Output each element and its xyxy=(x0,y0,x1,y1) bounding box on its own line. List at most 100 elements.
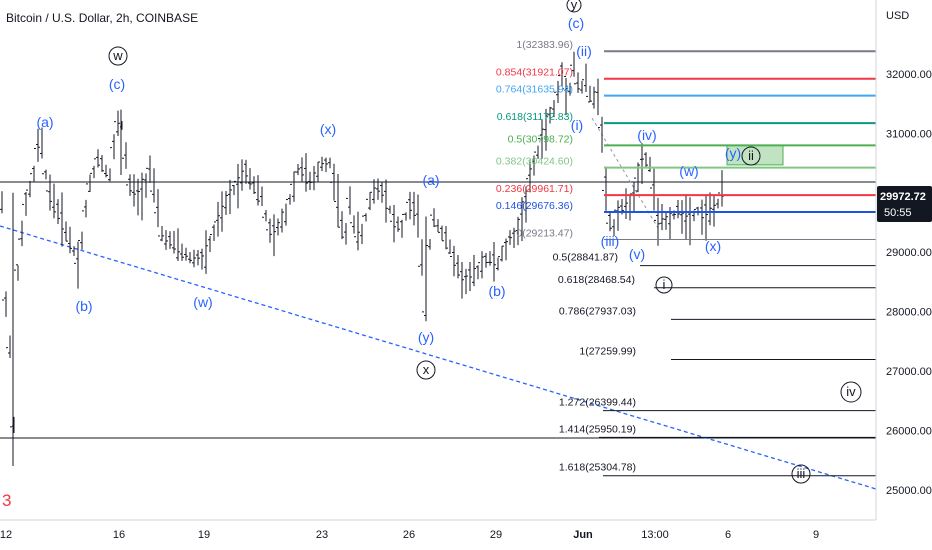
price-bar xyxy=(356,211,360,251)
price-bar xyxy=(316,161,320,183)
x-tick-label: 16 xyxy=(113,529,125,541)
price-bar xyxy=(420,239,424,313)
fib-retracement: 1(32383.96) 0.854(31921.07) 0.764(31635.94… xyxy=(496,39,876,241)
circled-label: iv xyxy=(840,381,862,403)
price-bar xyxy=(184,247,188,261)
price-bar xyxy=(16,238,20,281)
fib-label: 0(29213.47) xyxy=(516,228,573,240)
price-bar xyxy=(80,210,84,250)
price-bar xyxy=(472,254,476,287)
price-bar xyxy=(88,172,92,192)
corner-label: 3 xyxy=(2,491,11,510)
price-bar xyxy=(72,246,76,264)
price-bar xyxy=(332,163,336,202)
price-bar xyxy=(144,167,148,198)
price-bar xyxy=(196,249,200,266)
circled-label-text: x xyxy=(423,362,430,377)
x-tick-label: 23 xyxy=(316,529,328,541)
circled-label-text: ii xyxy=(748,148,754,163)
price-bar xyxy=(24,189,28,216)
x-tick-label: Jun xyxy=(573,529,593,541)
price-bar xyxy=(624,188,628,219)
wave-label: (iii) xyxy=(601,233,620,249)
price-bar xyxy=(352,215,356,238)
price-bar xyxy=(176,228,180,261)
projection-label: 0.5(28841.87) xyxy=(553,252,618,264)
fib-label: 0.618(31172.83) xyxy=(497,111,573,123)
fib-label: 0.764(31635.94) xyxy=(496,84,573,96)
price-bar xyxy=(376,178,380,200)
price-bar xyxy=(392,205,396,243)
circled-label-text: i xyxy=(663,277,666,292)
wave-label: (iv) xyxy=(637,127,656,143)
x-tick-label: 6 xyxy=(725,529,731,541)
price-bar xyxy=(220,191,224,232)
circled-label-text: y xyxy=(571,0,578,12)
price-bar xyxy=(40,127,44,175)
price-bar xyxy=(596,78,600,129)
price-bar xyxy=(140,172,144,221)
price-bar xyxy=(136,178,140,216)
price-bar xyxy=(440,225,444,242)
price-bar xyxy=(52,183,56,219)
price-bar xyxy=(116,110,120,136)
y-tick-label: 32000.00 xyxy=(886,69,932,81)
circled-label-text: iii xyxy=(797,466,806,481)
price-bar xyxy=(372,179,376,204)
price-bar xyxy=(400,213,404,238)
y-tick-label: 26000.00 xyxy=(886,425,932,437)
price-bar xyxy=(152,168,156,214)
wave-label: (b) xyxy=(488,283,505,299)
price-bar xyxy=(700,199,704,235)
price-bar xyxy=(580,79,584,94)
x-tick-label: 19 xyxy=(198,529,210,541)
price-bar xyxy=(180,243,184,261)
price-bar xyxy=(124,142,128,186)
price-bar xyxy=(276,218,280,236)
price-bar xyxy=(584,63,588,97)
price-bar xyxy=(712,194,716,227)
price-bar xyxy=(684,194,688,240)
price-bar xyxy=(336,174,340,228)
price-bar xyxy=(68,226,72,254)
price-bar xyxy=(360,215,364,245)
price-bar xyxy=(292,171,296,202)
wave-label: (y) xyxy=(725,145,741,161)
wave-label: (a) xyxy=(422,172,439,188)
price-bar xyxy=(512,227,516,248)
price-bar xyxy=(228,179,232,215)
price-bar xyxy=(720,170,724,207)
price-bar xyxy=(708,192,712,226)
circled-label: i xyxy=(655,276,673,294)
price-bar xyxy=(532,151,536,176)
circled-label: iii xyxy=(791,464,811,484)
price-bar xyxy=(592,86,596,109)
wave-labels: (a) (b) (c) (w) (x) (y) (a) (b) (c) (ii) (i) (iii) (… xyxy=(36,15,741,345)
price-bar xyxy=(216,201,220,237)
wave-label: (a) xyxy=(36,114,53,130)
price-bar xyxy=(76,239,80,289)
price-bar xyxy=(456,255,460,279)
price-bar xyxy=(704,195,708,241)
price-bar xyxy=(480,251,484,279)
x-tick-label: 26 xyxy=(403,529,415,541)
price-bar xyxy=(28,173,32,198)
price-bar xyxy=(340,211,344,240)
trendline xyxy=(0,225,877,490)
price-bar xyxy=(680,200,684,234)
price-bar xyxy=(320,156,324,172)
price-bar xyxy=(384,179,388,223)
wave-label: (w) xyxy=(679,163,698,179)
price-bar xyxy=(588,85,592,103)
price-bar xyxy=(232,180,236,196)
y-tick-label: 27000.00 xyxy=(886,366,932,378)
price-bar xyxy=(408,191,412,220)
price-bar xyxy=(508,230,512,246)
wave-label: (b) xyxy=(75,298,92,314)
last-price: 29972.72 xyxy=(880,191,926,203)
price-bar xyxy=(448,239,452,257)
price-bar xyxy=(280,208,284,233)
price-bar xyxy=(240,159,244,191)
price-bar xyxy=(308,171,312,190)
